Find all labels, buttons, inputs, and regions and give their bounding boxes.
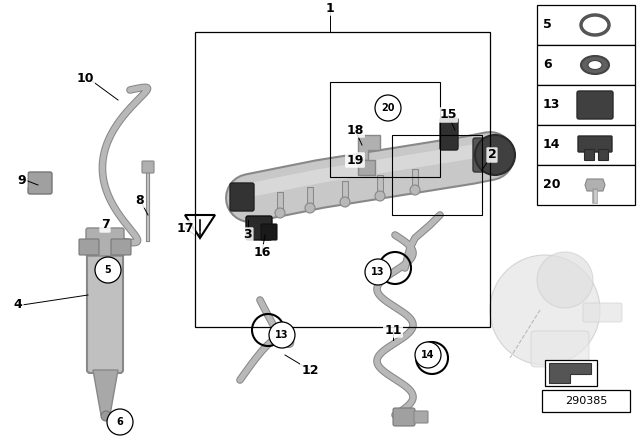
- Text: 7: 7: [100, 219, 109, 232]
- Text: 2: 2: [488, 148, 497, 161]
- FancyBboxPatch shape: [537, 45, 635, 85]
- FancyBboxPatch shape: [142, 161, 154, 173]
- FancyBboxPatch shape: [230, 183, 254, 211]
- Circle shape: [490, 255, 600, 365]
- FancyBboxPatch shape: [537, 5, 635, 45]
- Polygon shape: [585, 179, 605, 191]
- Circle shape: [275, 208, 285, 218]
- Text: 13: 13: [371, 267, 385, 277]
- Text: 13: 13: [543, 99, 561, 112]
- FancyBboxPatch shape: [86, 228, 124, 256]
- Text: 16: 16: [253, 246, 271, 258]
- FancyBboxPatch shape: [545, 360, 597, 386]
- Circle shape: [375, 191, 385, 201]
- Circle shape: [340, 197, 350, 207]
- FancyBboxPatch shape: [542, 390, 630, 412]
- Text: 15: 15: [439, 108, 457, 121]
- FancyBboxPatch shape: [440, 118, 458, 150]
- Polygon shape: [93, 370, 118, 415]
- Ellipse shape: [588, 60, 602, 69]
- Text: 17: 17: [176, 221, 194, 234]
- Circle shape: [269, 322, 295, 348]
- Polygon shape: [549, 363, 591, 383]
- Text: 14: 14: [543, 138, 561, 151]
- Circle shape: [375, 95, 401, 121]
- FancyBboxPatch shape: [28, 172, 52, 194]
- FancyBboxPatch shape: [87, 247, 123, 373]
- Circle shape: [95, 257, 121, 283]
- FancyBboxPatch shape: [531, 331, 589, 367]
- FancyBboxPatch shape: [537, 85, 635, 125]
- FancyBboxPatch shape: [393, 408, 415, 426]
- Circle shape: [101, 411, 111, 421]
- Text: 6: 6: [116, 417, 124, 427]
- Text: 19: 19: [346, 154, 364, 167]
- FancyBboxPatch shape: [537, 125, 635, 165]
- Ellipse shape: [581, 56, 609, 74]
- Text: 3: 3: [244, 228, 252, 241]
- Polygon shape: [358, 135, 380, 160]
- Circle shape: [415, 342, 441, 368]
- Text: 13: 13: [275, 330, 289, 340]
- Text: 4: 4: [13, 298, 22, 311]
- Text: 1: 1: [326, 1, 334, 14]
- Text: 8: 8: [136, 194, 144, 207]
- FancyBboxPatch shape: [261, 224, 277, 240]
- FancyBboxPatch shape: [584, 150, 595, 160]
- Text: 290385: 290385: [565, 396, 607, 406]
- Text: 5: 5: [543, 18, 552, 31]
- FancyBboxPatch shape: [111, 239, 131, 255]
- FancyBboxPatch shape: [578, 136, 612, 152]
- FancyBboxPatch shape: [577, 91, 613, 119]
- Circle shape: [365, 259, 391, 285]
- Text: 20: 20: [381, 103, 395, 113]
- Circle shape: [410, 185, 420, 195]
- FancyBboxPatch shape: [583, 303, 622, 322]
- Text: 12: 12: [301, 363, 319, 376]
- FancyBboxPatch shape: [414, 411, 428, 423]
- Circle shape: [305, 203, 315, 213]
- Text: 18: 18: [346, 124, 364, 137]
- Text: 11: 11: [384, 323, 402, 336]
- FancyBboxPatch shape: [537, 165, 635, 205]
- Text: 14: 14: [421, 350, 435, 360]
- FancyBboxPatch shape: [246, 216, 272, 240]
- Text: 20: 20: [543, 178, 561, 191]
- Text: 6: 6: [543, 59, 552, 72]
- FancyBboxPatch shape: [473, 138, 499, 172]
- Circle shape: [537, 252, 593, 308]
- FancyBboxPatch shape: [598, 150, 609, 160]
- Text: 10: 10: [76, 72, 93, 85]
- FancyBboxPatch shape: [79, 239, 99, 255]
- Polygon shape: [185, 215, 215, 238]
- Text: 9: 9: [18, 173, 26, 186]
- Polygon shape: [358, 160, 375, 175]
- Text: 5: 5: [104, 265, 111, 275]
- Circle shape: [107, 409, 133, 435]
- Circle shape: [475, 135, 515, 175]
